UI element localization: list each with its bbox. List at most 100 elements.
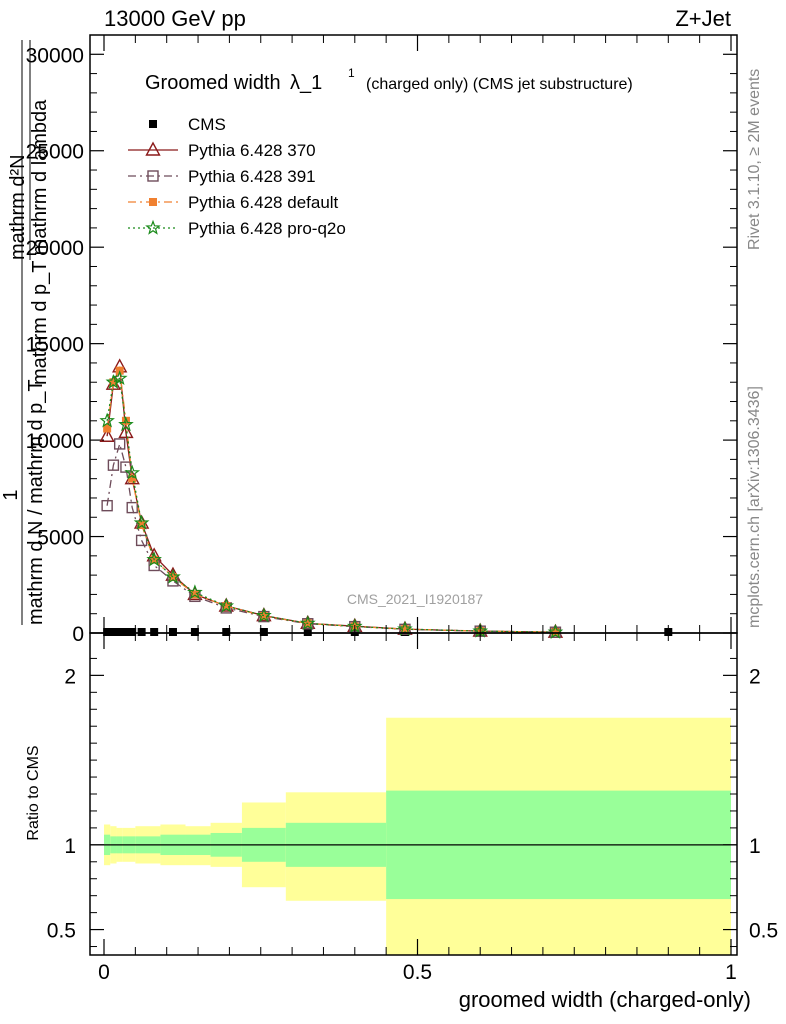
data-point (103, 424, 112, 433)
x-tick-label: 0 (98, 961, 110, 984)
data-point (397, 620, 413, 636)
ratio-y-tick-label-right: 1 (749, 835, 761, 858)
data-point (126, 501, 138, 514)
data-point (115, 628, 124, 636)
series-1 (99, 358, 564, 638)
legend-marker (147, 170, 159, 182)
data-point (118, 416, 134, 432)
series-3 (103, 366, 560, 637)
data-point (168, 573, 177, 582)
main-y-tick-label: 0 (72, 623, 84, 646)
y-label-prefix-num: 1 (0, 489, 22, 500)
data-point (551, 628, 560, 637)
ratio-y-tick-label-right: 2 (749, 665, 761, 688)
legend-label: Pythia 6.428 391 (188, 167, 316, 186)
data-point (299, 615, 316, 631)
data-point (105, 373, 122, 389)
data-point (259, 612, 268, 621)
ratio-y-tick-label-right: 0.5 (749, 920, 778, 943)
header-left-label: 13000 GeV pp (104, 6, 246, 31)
data-point (190, 628, 199, 636)
ratio-y-tick-label: 0.5 (47, 920, 76, 943)
main-y-axis-label: 1 mathrm d N / mathrm d p_T mathrm d²N m… (0, 40, 51, 625)
legend-marker (145, 141, 161, 156)
header-right-label: Z+Jet (675, 6, 731, 31)
plot-title-superscript: 1 (348, 66, 355, 80)
data-point (103, 628, 112, 636)
main-y-tick-label: 20000 (26, 237, 84, 260)
rivet-label: Rivet 3.1.10, ≥ 2M events (746, 69, 763, 250)
plot-title: Groomed width λ_1 1 (charged only) (CMS … (145, 66, 633, 94)
legend-entry: Pythia 6.428 391 (128, 167, 316, 186)
main-y-tick-label: 10000 (26, 430, 84, 453)
data-point (109, 378, 118, 387)
legend-marker (145, 219, 161, 235)
data-point (547, 623, 564, 639)
data-point (135, 534, 148, 547)
legend-label: Pythia 6.428 default (188, 193, 339, 212)
data-point (128, 628, 137, 636)
legend-label: Pythia 6.428 pro-q2o (188, 219, 346, 238)
series-line-3 (106, 368, 556, 633)
legend-entry: Pythia 6.428 default (128, 193, 339, 212)
data-point (400, 625, 409, 634)
series-line-1 (106, 366, 556, 633)
data-point (113, 438, 126, 450)
data-point (222, 628, 231, 636)
data-point (109, 628, 118, 636)
series-line-2 (106, 441, 556, 633)
legend: CMS Pythia 6.428 370 Pythia 6.428 391 Pythi… (128, 115, 346, 238)
data-point (165, 568, 181, 584)
data-point (137, 520, 146, 529)
legend-marker (149, 198, 157, 206)
x-axis-ticks: 0 0.5 1 (98, 35, 737, 984)
series-line-4 (106, 377, 556, 633)
data-point (121, 628, 130, 636)
main-plot-panel: 0 5000 10000 15000 20000 25000 30000 CMS_2021_… (26, 34, 738, 646)
data-point (146, 551, 162, 567)
data-point (150, 628, 159, 636)
x-tick-label: 1 (725, 961, 737, 984)
data-point (121, 416, 130, 425)
data-point (124, 464, 141, 480)
main-y-tick-label: 15000 (26, 334, 84, 357)
data-point (118, 423, 134, 439)
data-point (111, 370, 128, 386)
watermark: CMS_2021_I1920187 (347, 591, 483, 607)
series-4 (99, 370, 564, 639)
main-y-tick-label: 25000 (26, 141, 84, 164)
data-point (137, 628, 146, 636)
series-2 (101, 438, 562, 638)
data-point (128, 474, 137, 483)
legend-label: Pythia 6.428 370 (188, 141, 316, 160)
main-y-tick-label: 5000 (37, 527, 84, 550)
y-label-den: mathrm d p_T mathrm d lambda (29, 99, 51, 385)
data-point (101, 499, 113, 512)
data-point (99, 427, 115, 442)
plot-title-main: Groomed width (145, 72, 281, 94)
data-point (259, 628, 268, 636)
data-point (303, 628, 312, 636)
plot-title-symbol: λ_1 (290, 72, 322, 94)
data-point (107, 459, 120, 471)
ratio-frame (89, 632, 738, 956)
y-label-prefix-den: mathrm d N / mathrm d p_T (25, 379, 47, 625)
main-y-ticks: 0 5000 10000 15000 20000 25000 30000 (26, 34, 737, 646)
data-point (256, 607, 272, 623)
data-point (218, 597, 235, 613)
data-point (133, 514, 150, 530)
legend-marker (149, 120, 157, 128)
ratio-y-tick-label: 2 (64, 665, 76, 688)
main-y-tick-label: 30000 (26, 44, 84, 67)
data-point (168, 628, 177, 636)
data-point (222, 601, 231, 610)
legend-entry: Pythia 6.428 pro-q2o (128, 219, 346, 238)
plot-title-suffix: (charged only) (CMS jet substructure) (366, 76, 633, 93)
ratio-y-axis-label: Ratio to CMS (25, 745, 42, 840)
x-tick-label: 0.5 (403, 961, 432, 984)
legend-entry: CMS (149, 115, 226, 134)
data-point (190, 590, 199, 599)
data-point (187, 584, 203, 600)
series-0 (103, 628, 673, 636)
y-label-num: mathrm d²N (7, 154, 29, 260)
